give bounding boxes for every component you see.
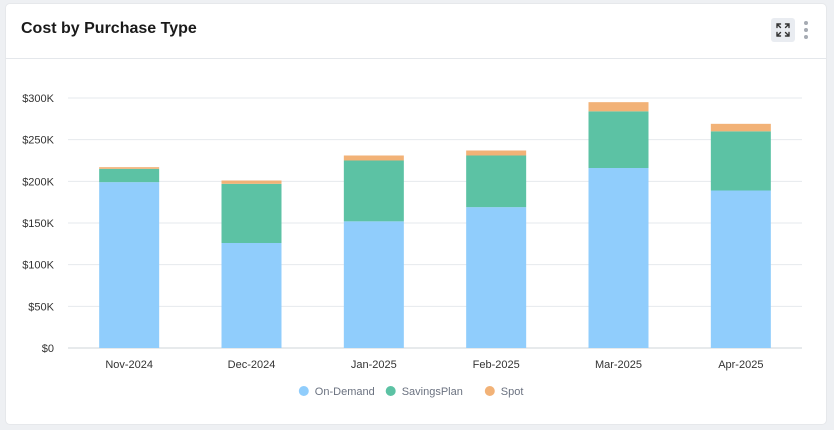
bar-segment-savingsplan bbox=[710, 131, 771, 191]
y-tick-label: $300K bbox=[22, 93, 54, 105]
y-tick-label: $0 bbox=[42, 343, 54, 355]
x-tick-label: Feb-2025 bbox=[473, 359, 520, 371]
legend-label: On-Demand bbox=[315, 386, 375, 398]
bar-segment-on-demand bbox=[343, 221, 404, 348]
more-options-button[interactable] bbox=[800, 19, 812, 41]
x-tick-label: Jan-2025 bbox=[351, 359, 397, 371]
bar-segment-savingsplan bbox=[99, 168, 160, 183]
x-tick-label: Dec-2024 bbox=[228, 359, 276, 371]
card-title: Cost by Purchase Type bbox=[21, 20, 197, 37]
legend-label: Spot bbox=[501, 386, 524, 398]
bar-segment-savingsplan bbox=[221, 183, 282, 243]
bar-segment-on-demand bbox=[221, 243, 282, 348]
bar-segment-spot bbox=[710, 123, 771, 132]
bar-segment-savingsplan bbox=[588, 111, 649, 168]
legend-label: SavingsPlan bbox=[402, 386, 463, 398]
bar-segment-savingsplan bbox=[343, 160, 404, 222]
bar-segment-on-demand bbox=[588, 168, 649, 348]
bar-segment-spot bbox=[221, 180, 282, 184]
legend-marker bbox=[484, 386, 495, 396]
bar-segment-spot bbox=[588, 102, 649, 112]
more-dot-icon bbox=[804, 28, 808, 32]
y-tick-label: $200K bbox=[22, 176, 54, 188]
y-tick-label: $250K bbox=[22, 135, 54, 147]
bar-segment-on-demand bbox=[99, 182, 160, 348]
y-tick-label: $150K bbox=[22, 218, 54, 230]
bar-segment-on-demand bbox=[466, 207, 527, 348]
expand-button[interactable] bbox=[771, 18, 795, 42]
x-tick-label: Apr-2025 bbox=[718, 359, 763, 371]
chart-card: Cost by Purchase Type $0 $50K $100K $150K $2… bbox=[6, 4, 826, 424]
card-header: Cost by Purchase Type bbox=[6, 4, 826, 59]
x-tick-label: Mar-2025 bbox=[595, 359, 642, 371]
bar-segment-spot bbox=[343, 155, 404, 161]
x-tick-label: Nov-2024 bbox=[105, 359, 153, 371]
y-tick-label: $50K bbox=[28, 301, 54, 313]
more-dot-icon bbox=[804, 21, 808, 25]
legend-marker bbox=[385, 386, 396, 396]
legend-marker bbox=[298, 386, 309, 396]
stacked-bar-chart: $0 $50K $100K $150K $200K $250K $300K Nov-2024 D… bbox=[22, 93, 802, 398]
expand-icon bbox=[776, 23, 790, 37]
bar-segment-on-demand bbox=[710, 190, 771, 348]
y-tick-label: $100K bbox=[22, 260, 54, 272]
bar-segment-savingsplan bbox=[466, 155, 527, 208]
bar-segment-spot bbox=[466, 150, 527, 156]
bar-segment-spot bbox=[99, 167, 160, 169]
more-dot-icon bbox=[804, 35, 808, 39]
